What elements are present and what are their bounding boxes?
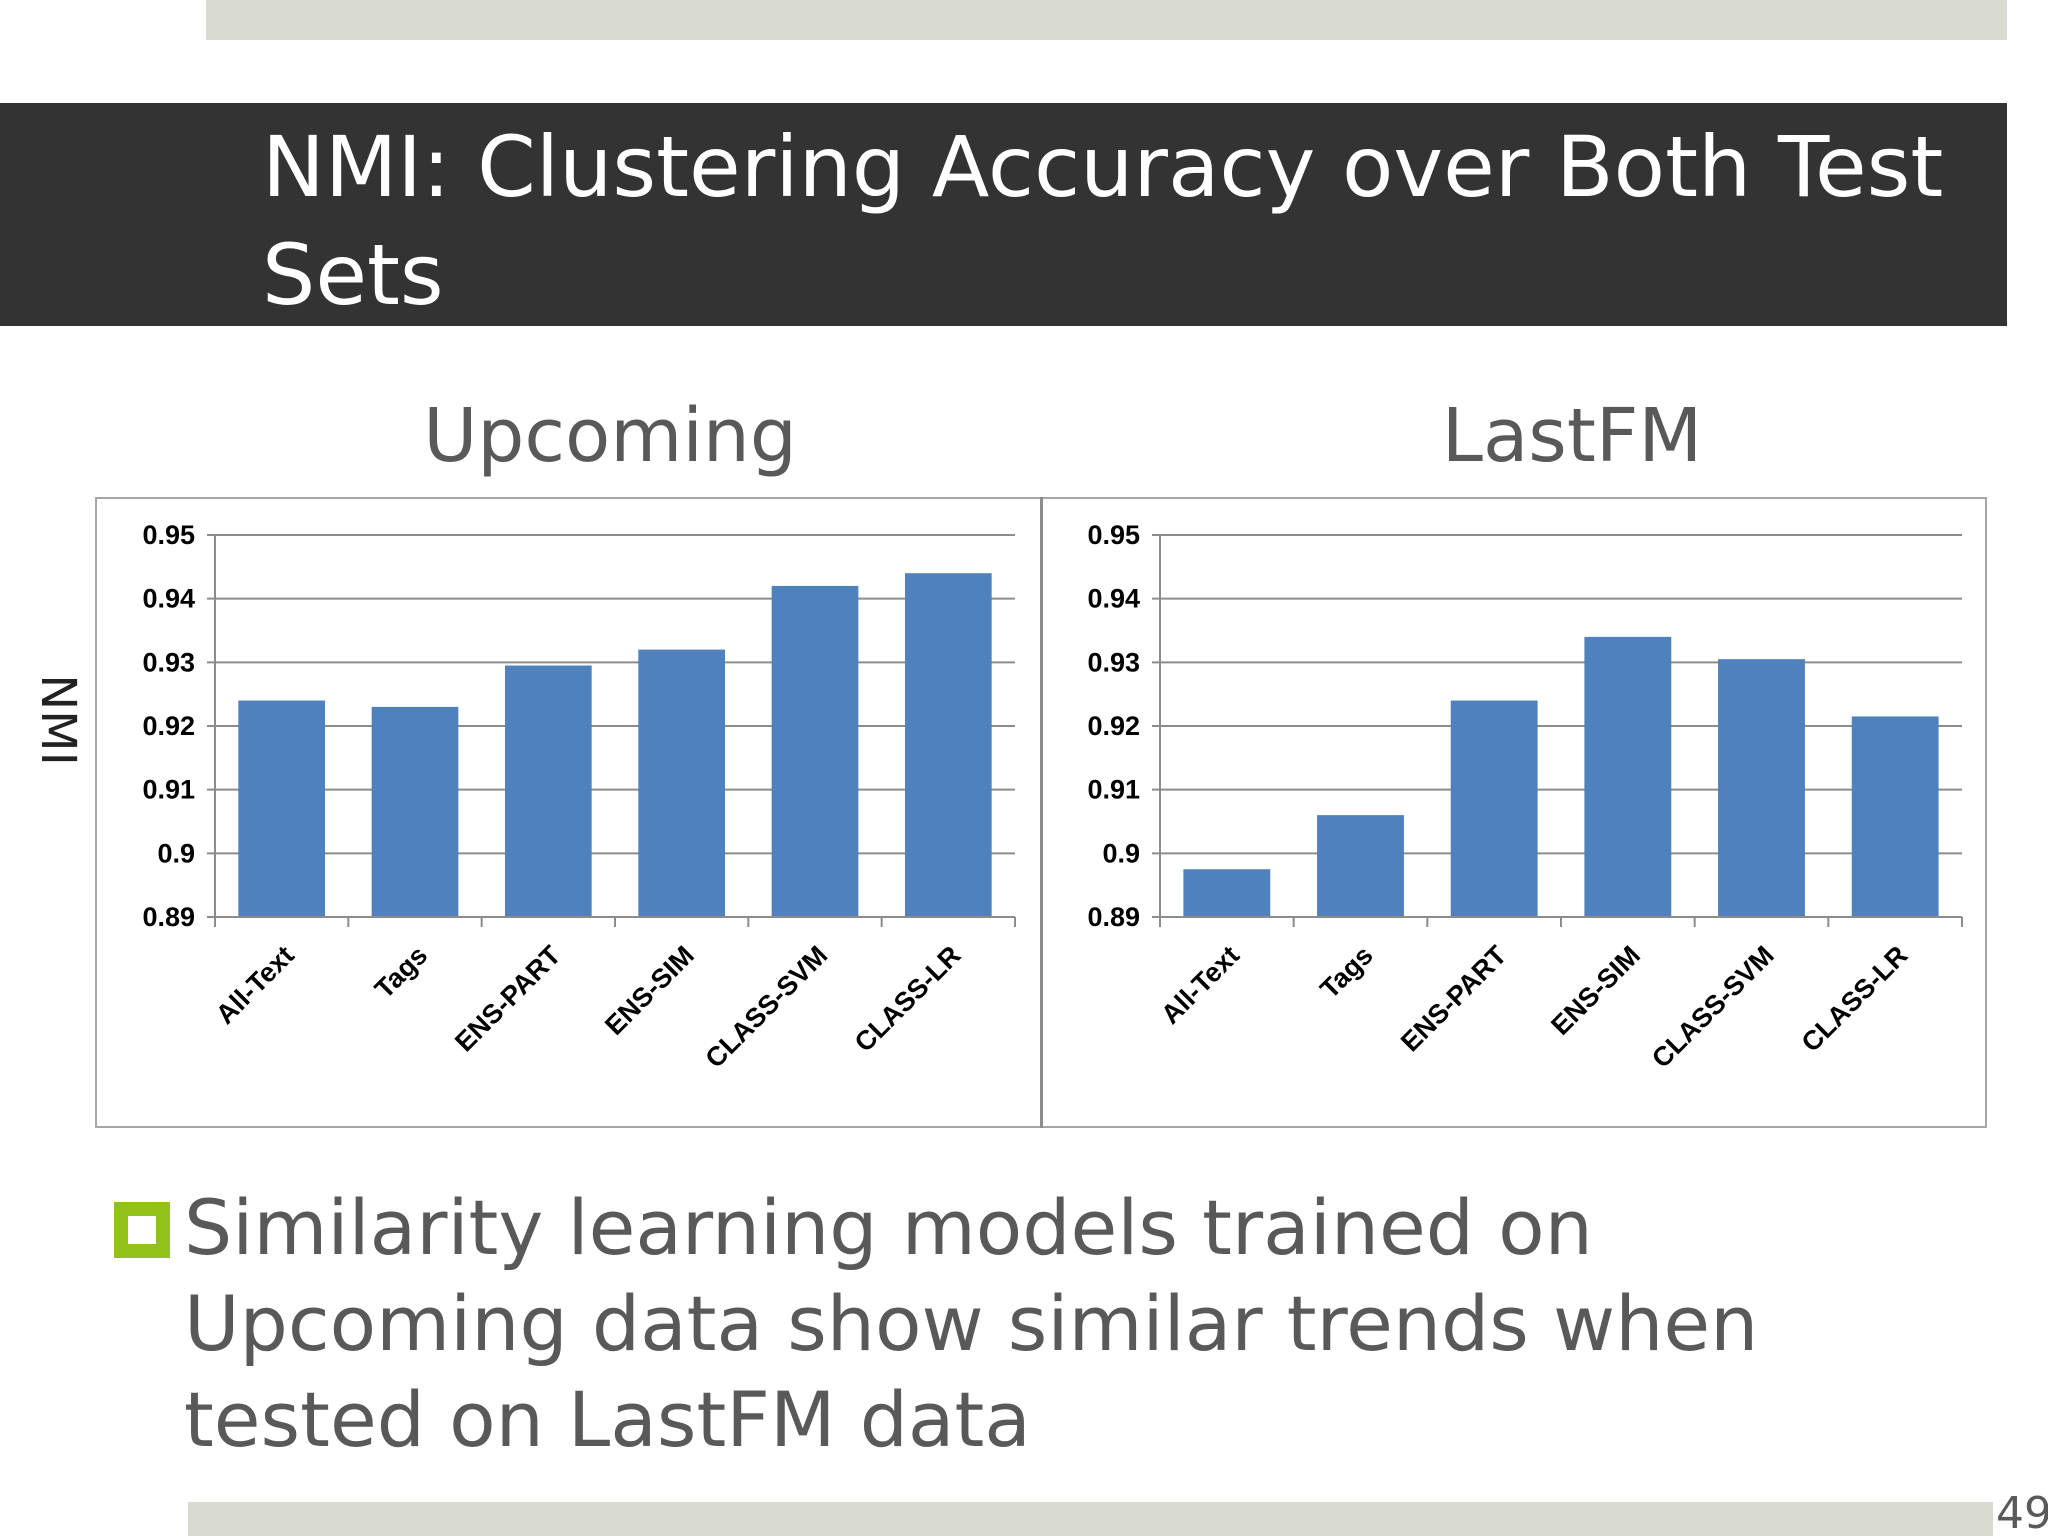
bar xyxy=(1584,636,1672,917)
charts-divider xyxy=(1040,497,1043,1128)
y-tick-label: 0.92 xyxy=(1087,711,1140,741)
bar xyxy=(1851,716,1939,917)
y-tick-label: 0.94 xyxy=(1087,584,1140,614)
bar xyxy=(238,700,325,917)
x-tick-label: Tags xyxy=(1314,940,1378,1004)
x-tick-label: ENS-PART xyxy=(1395,940,1513,1058)
bar xyxy=(371,706,459,917)
chart-title-upcoming: Upcoming xyxy=(423,393,797,479)
x-tick-label: ENS-PART xyxy=(449,940,567,1058)
x-tick-label: Tags xyxy=(369,940,433,1004)
y-tick-label: 0.93 xyxy=(1087,647,1140,677)
x-tick-label: ENS-SIM xyxy=(599,940,700,1041)
bar xyxy=(505,665,592,917)
slide-title: NMI: Clustering Accuracy over Both Test … xyxy=(262,118,1944,324)
x-tick-label: All-Text xyxy=(1155,940,1245,1030)
bar xyxy=(1718,659,1805,917)
y-tick-label: 0.92 xyxy=(142,711,195,741)
bar xyxy=(1183,869,1271,917)
y-tick-label: 0.95 xyxy=(142,520,195,550)
y-tick-label: 0.89 xyxy=(1087,902,1140,932)
y-tick-label: 0.91 xyxy=(1087,775,1140,805)
page-number: 49 xyxy=(1996,1488,2048,1536)
x-tick-label: CLASS-SVM xyxy=(1646,940,1780,1074)
y-tick-label: 0.9 xyxy=(157,838,195,868)
x-tick-label: All-Text xyxy=(210,940,300,1030)
bullet-text: Similarity learning models trained on Up… xyxy=(184,1183,1759,1464)
y-tick-label: 0.94 xyxy=(142,584,195,614)
bar xyxy=(905,573,992,917)
chart-title-lastfm: LastFM xyxy=(1441,393,1703,479)
y-tick-label: 0.93 xyxy=(142,647,195,677)
y-tick-label: 0.91 xyxy=(142,775,195,805)
bar xyxy=(1317,815,1404,917)
y-tick-label: 0.9 xyxy=(1102,838,1140,868)
bottom-accent-bar xyxy=(188,1502,1993,1536)
bar xyxy=(638,649,725,917)
top-accent-bar xyxy=(206,0,2007,40)
chart-lastfm: 0.89 0.9 0.91 0.92 0.93 0.94 0.95 All-Text Tags E… xyxy=(1087,520,1963,1074)
x-tick-label: CLASS-LR xyxy=(1796,940,1914,1058)
x-tick-label: CLASS-LR xyxy=(849,940,967,1058)
x-tick-label: CLASS-SVM xyxy=(700,940,834,1074)
y-tick-label: 0.89 xyxy=(142,902,195,932)
title-bar xyxy=(0,103,2007,326)
bar xyxy=(771,585,859,917)
bullet-square-icon xyxy=(114,1202,170,1258)
bar xyxy=(1450,700,1538,917)
y-tick-label: 0.95 xyxy=(1087,520,1140,550)
x-tick-label: ENS-SIM xyxy=(1545,940,1646,1041)
